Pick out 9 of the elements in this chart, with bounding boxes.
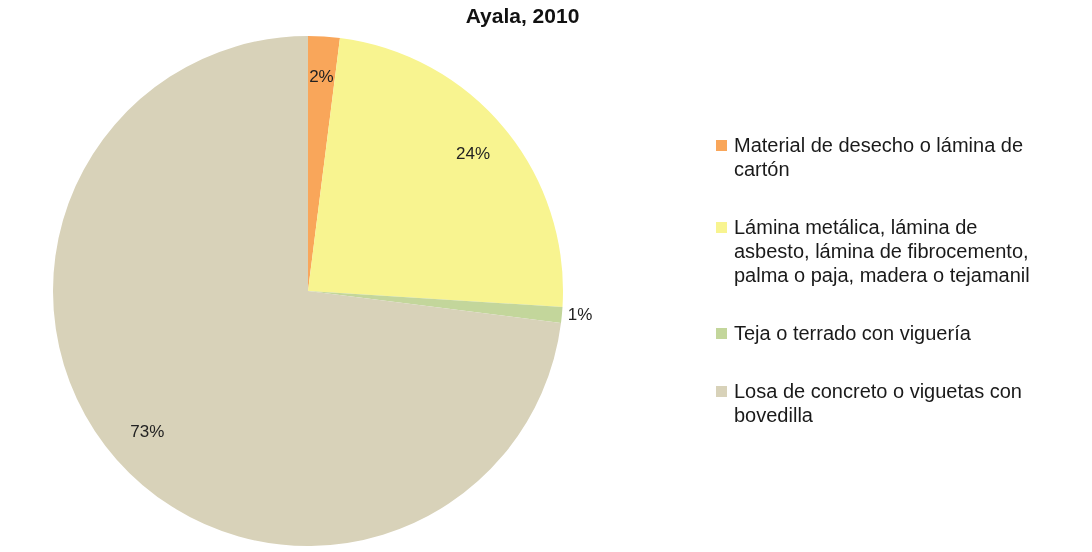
legend-label: Losa de concreto o viguetas con bovedilla — [734, 379, 1023, 427]
data-label: 24% — [456, 144, 491, 164]
legend-label: Lámina metálica, lámina de asbesto, lámina de fibrocemento, palma o paja, madera o tejamanil — [734, 215, 1031, 287]
data-label: 1% — [567, 305, 593, 325]
legend-label: Material de desecho o lámina de cartón — [734, 133, 1025, 181]
chart-title: Ayala, 2010 — [464, 4, 581, 28]
data-label: 73% — [130, 422, 165, 442]
data-label: 2% — [309, 66, 334, 86]
legend-label: Teja o terrado con viguería — [734, 321, 972, 345]
